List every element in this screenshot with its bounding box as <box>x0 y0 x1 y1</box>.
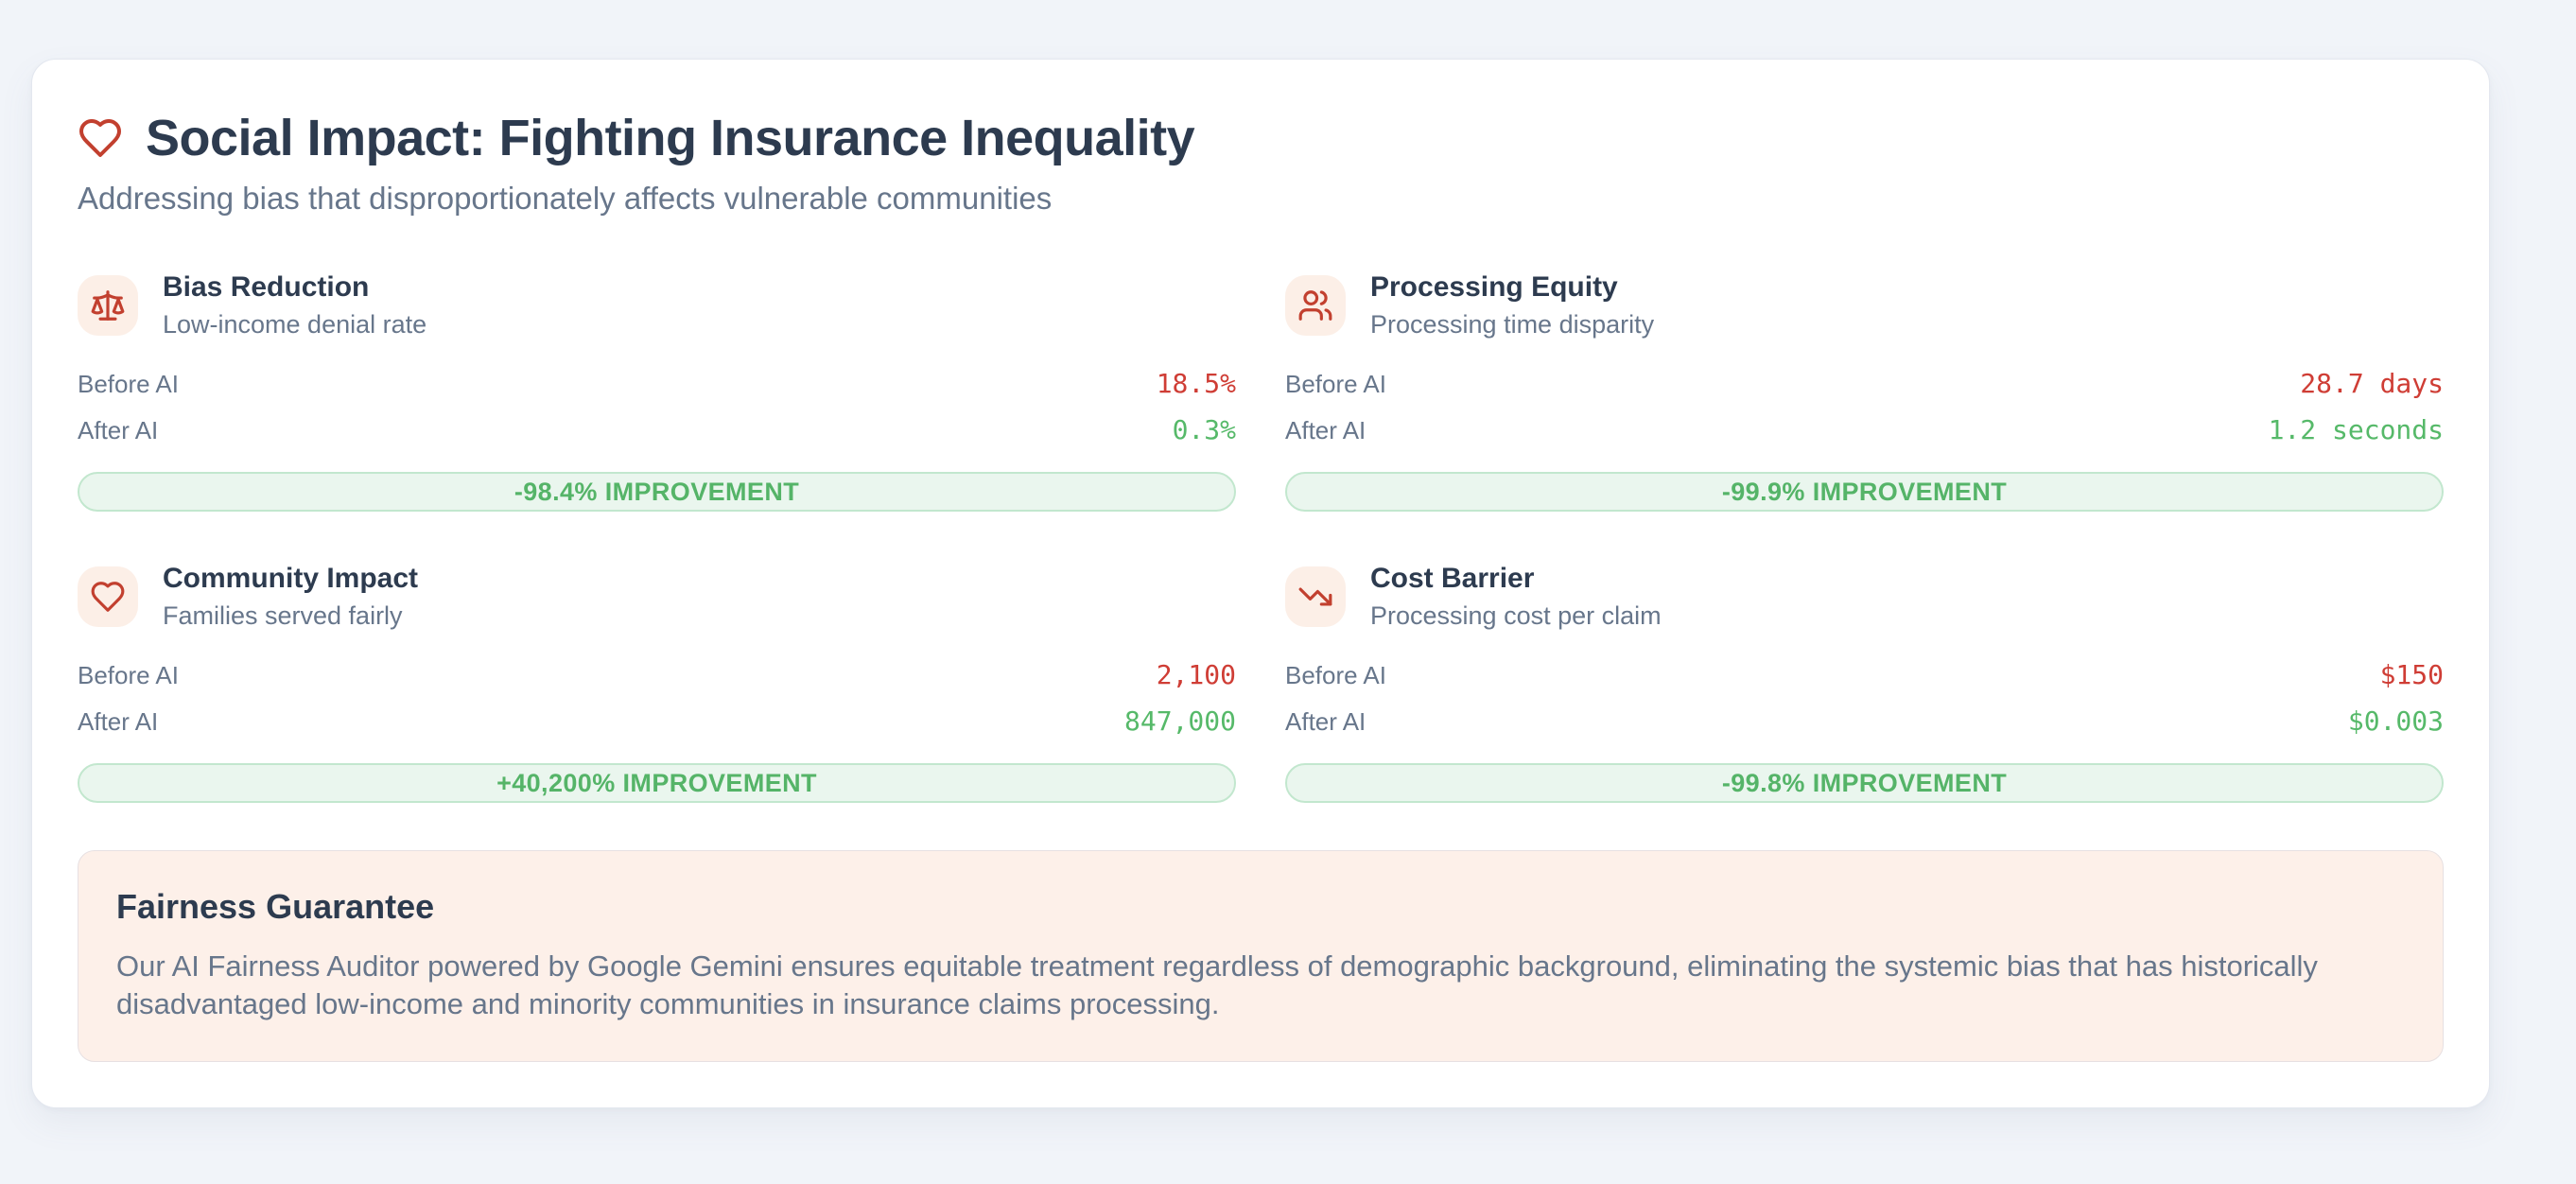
before-ai-label: Before AI <box>78 661 179 689</box>
metric-title: Processing Equity <box>1370 271 1618 303</box>
after-ai-label: After AI <box>78 707 159 736</box>
metric-subtitle: Families served fairly <box>163 601 403 630</box>
after-ai-value: 0.3% <box>1172 414 1236 445</box>
page-title: Social Impact: Fighting Insurance Inequa… <box>146 110 1195 166</box>
after-ai-value: 1.2 seconds <box>2268 414 2444 445</box>
before-ai-value: 2,100 <box>1156 659 1236 690</box>
heart-icon <box>78 115 123 161</box>
improvement-badge: -99.9% IMPROVEMENT <box>1285 472 2444 512</box>
card-header: Social Impact: Fighting Insurance Inequa… <box>78 109 2444 217</box>
metric-title: Cost Barrier <box>1370 563 1535 594</box>
before-ai-label: Before AI <box>1285 370 1386 398</box>
after-ai-value: $0.003 <box>2347 705 2444 737</box>
after-ai-row: After AI 0.3% <box>78 414 1236 445</box>
after-ai-row: After AI 1.2 seconds <box>1285 414 2444 445</box>
before-ai-value: $150 <box>2379 659 2444 690</box>
before-ai-row: Before AI 18.5% <box>78 368 1236 399</box>
metric-title: Bias Reduction <box>163 271 370 303</box>
after-ai-label: After AI <box>78 416 159 444</box>
page-subtitle: Addressing bias that disproportionately … <box>78 181 1053 216</box>
improvement-badge: -98.4% IMPROVEMENT <box>78 472 1236 512</box>
before-ai-label: Before AI <box>1285 661 1386 689</box>
scale-icon <box>78 275 138 336</box>
metric-card-community-impact: Community Impact Families served fairly … <box>78 563 1236 803</box>
fairness-guarantee-panel: Fairness Guarantee Our AI Fairness Audit… <box>78 850 2444 1062</box>
users-icon <box>1285 275 1346 336</box>
metric-card-processing-equity: Processing Equity Processing time dispar… <box>1285 271 2444 512</box>
metric-subtitle: Processing cost per claim <box>1370 601 1662 630</box>
trending-down-icon <box>1285 566 1346 627</box>
before-ai-row: Before AI 28.7 days <box>1285 368 2444 399</box>
after-ai-value: 847,000 <box>1123 705 1236 737</box>
metric-subtitle: Low-income denial rate <box>163 310 427 339</box>
fairness-body: Our AI Fairness Auditor powered by Googl… <box>116 949 2318 1020</box>
metrics-grid: Bias Reduction Low-income denial rate Be… <box>78 271 2444 803</box>
metric-card-cost-barrier: Cost Barrier Processing cost per claim B… <box>1285 563 2444 803</box>
improvement-badge: -99.8% IMPROVEMENT <box>1285 763 2444 803</box>
after-ai-label: After AI <box>1285 707 1366 736</box>
metric-subtitle: Processing time disparity <box>1370 310 1655 339</box>
improvement-badge: +40,200% IMPROVEMENT <box>78 763 1236 803</box>
social-impact-card: Social Impact: Fighting Insurance Inequa… <box>31 59 2490 1108</box>
before-ai-value: 18.5% <box>1156 368 1236 399</box>
after-ai-row: After AI $0.003 <box>1285 705 2444 737</box>
before-ai-value: 28.7 days <box>2300 368 2444 399</box>
before-ai-label: Before AI <box>78 370 179 398</box>
metric-title: Community Impact <box>163 563 419 594</box>
before-ai-row: Before AI 2,100 <box>78 659 1236 690</box>
fairness-title: Fairness Guarantee <box>116 887 435 926</box>
metric-card-bias-reduction: Bias Reduction Low-income denial rate Be… <box>78 271 1236 512</box>
after-ai-row: After AI 847,000 <box>78 705 1236 737</box>
before-ai-row: Before AI $150 <box>1285 659 2444 690</box>
heart-icon <box>78 566 138 627</box>
after-ai-label: After AI <box>1285 416 1366 444</box>
